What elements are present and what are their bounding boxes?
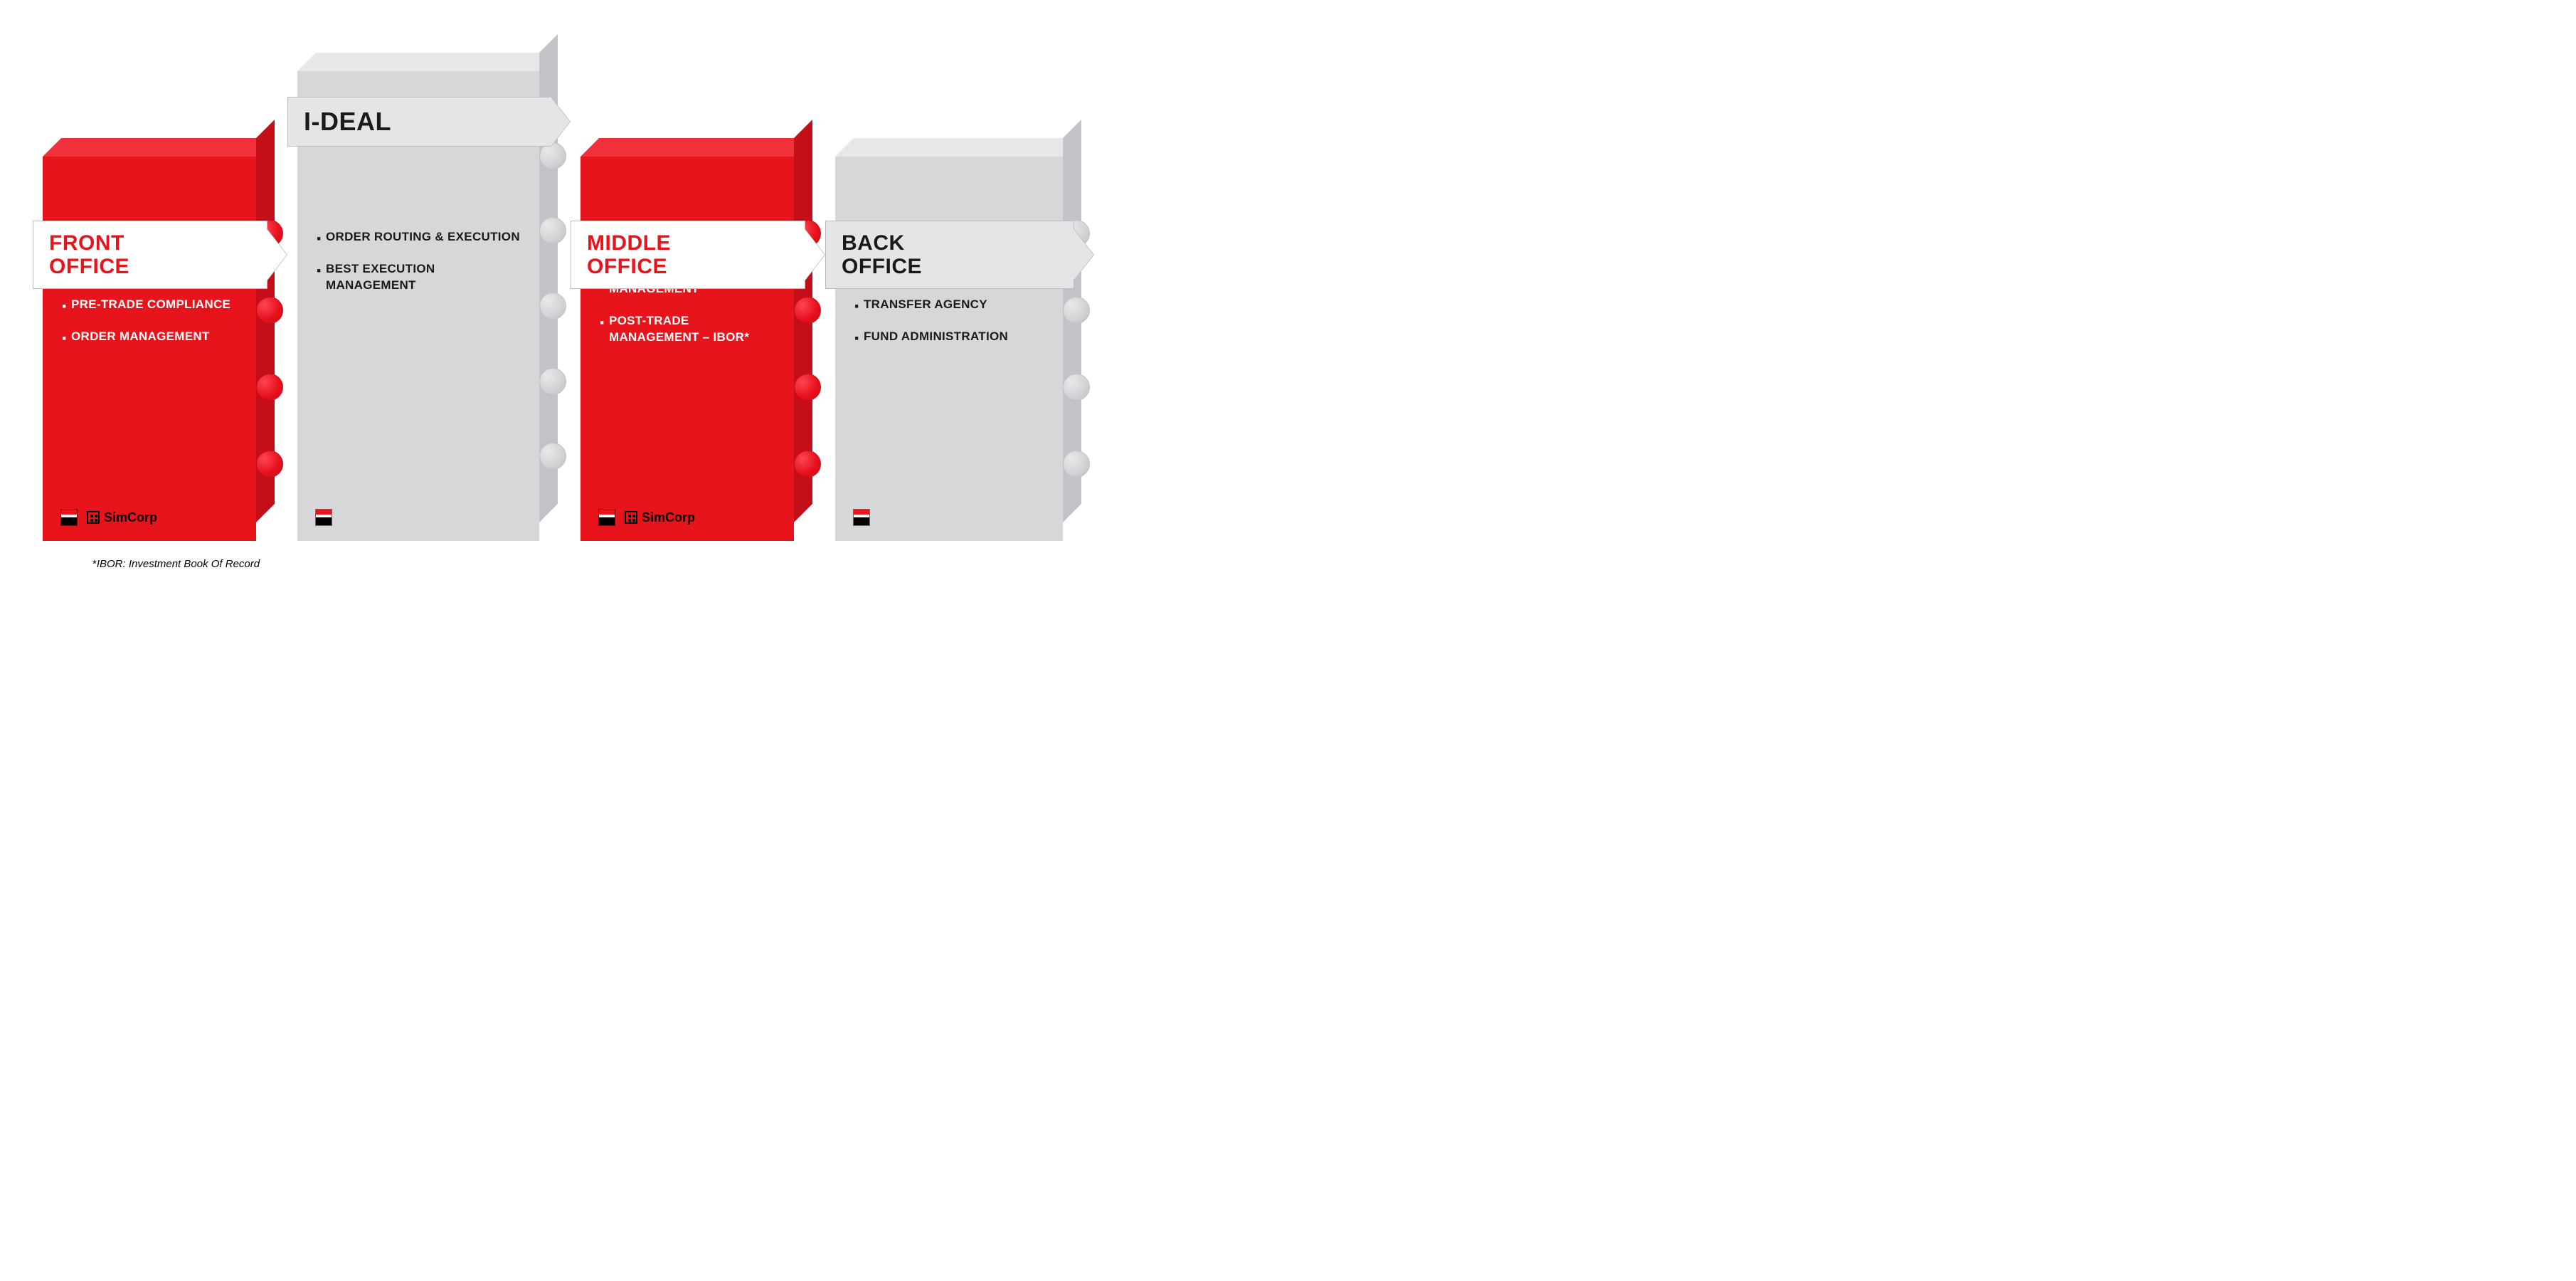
simcorp-logo: SimCorp bbox=[87, 510, 157, 525]
brand-row-back-office bbox=[854, 510, 1044, 525]
pillar-back-office: DEPOSITARY & CUSTODYTRANSFER AGENCYFUND … bbox=[835, 157, 1063, 541]
bullet-item: ORDER ROUTING & EXECUTION bbox=[316, 229, 521, 246]
simcorp-mark-icon bbox=[87, 511, 100, 524]
footnote: *IBOR: Investment Book Of Record bbox=[43, 558, 2533, 570]
bullet-list-ideal: ORDER ROUTING & EXECUTION BEST EXECUTION … bbox=[316, 229, 521, 310]
pillar-face-front-office: PORTFOLIO MANAGEMENTPRE-TRADE COMPLIANCE… bbox=[43, 157, 256, 541]
bullet-item: POST-TRADE MANAGEMENT – IBOR* bbox=[599, 313, 775, 346]
bullet-item: TRANSFER AGENCY bbox=[854, 297, 1044, 313]
title-text-back-office: BACKOFFICE bbox=[842, 231, 1054, 278]
pillar-front-office: PORTFOLIO MANAGEMENTPRE-TRADE COMPLIANCE… bbox=[43, 157, 256, 541]
diagram-stage: PORTFOLIO MANAGEMENTPRE-TRADE COMPLIANCE… bbox=[43, 28, 2533, 541]
pillar-face-back-office: DEPOSITARY & CUSTODYTRANSFER AGENCYFUND … bbox=[835, 157, 1063, 541]
sg-logo-icon bbox=[854, 510, 869, 525]
title-arrow-middle-office: MIDDLEOFFICE bbox=[571, 221, 805, 289]
title-arrow-front-office: FRONTOFFICE bbox=[33, 221, 267, 289]
footnote-text: IBOR: Investment Book Of Record bbox=[97, 558, 260, 570]
sg-logo-icon bbox=[61, 510, 77, 525]
title-text-middle-office: MIDDLEOFFICE bbox=[587, 231, 785, 278]
bullet-item: FUND ADMINISTRATION bbox=[854, 329, 1044, 345]
pillar-middle-office: TRANSACTION MANAGEMENTPOST-TRADE MANAGEM… bbox=[581, 157, 794, 541]
pillar-face-middle-office: TRANSACTION MANAGEMENTPOST-TRADE MANAGEM… bbox=[581, 157, 794, 541]
title-text-ideal: I-DEAL bbox=[304, 107, 530, 136]
brand-row-front-office: SimCorp bbox=[61, 510, 238, 525]
pillar-ideal: ORDER ROUTING & EXECUTION BEST EXECUTION … bbox=[297, 71, 539, 541]
bullet-item: PRE-TRADE COMPLIANCE bbox=[61, 297, 238, 313]
sg-logo-icon bbox=[599, 510, 615, 525]
simcorp-label: SimCorp bbox=[642, 510, 695, 525]
simcorp-logo: SimCorp bbox=[625, 510, 695, 525]
title-arrow-back-office: BACKOFFICE bbox=[825, 221, 1074, 289]
bullet-item: ORDER MANAGEMENT bbox=[61, 329, 238, 345]
brand-row-ideal bbox=[316, 510, 521, 525]
bullet-item: BEST EXECUTION MANAGEMENT bbox=[316, 261, 521, 294]
sg-logo-icon bbox=[316, 510, 332, 525]
simcorp-mark-icon bbox=[625, 511, 637, 524]
simcorp-label: SimCorp bbox=[104, 510, 157, 525]
title-arrow-ideal: I-DEAL bbox=[287, 97, 551, 147]
brand-row-middle-office: SimCorp bbox=[599, 510, 775, 525]
title-text-front-office: FRONTOFFICE bbox=[49, 231, 247, 278]
